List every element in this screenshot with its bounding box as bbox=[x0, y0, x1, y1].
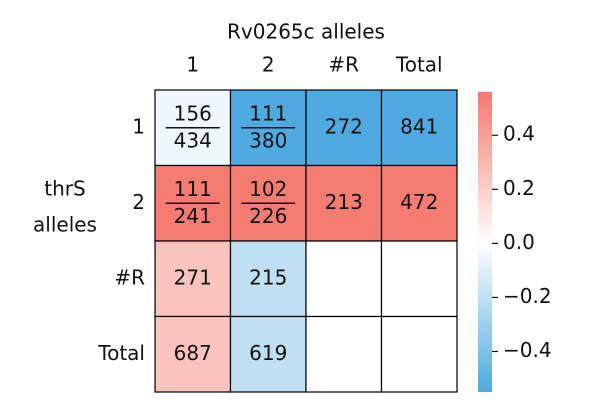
cell-numerator: 156 bbox=[174, 101, 212, 125]
cell-label: 215 bbox=[249, 265, 287, 289]
heatmap-cell bbox=[229, 315, 307, 393]
heatmap-cell bbox=[380, 315, 458, 393]
heatmap-cell bbox=[305, 89, 383, 167]
cell-denominator: 241 bbox=[174, 204, 212, 228]
cell-numerator: 102 bbox=[249, 177, 287, 201]
cell-numerator: 111 bbox=[249, 101, 287, 125]
colorbar-tick-label: 0.4 bbox=[503, 122, 535, 146]
cell-numerator: 111 bbox=[174, 177, 212, 201]
row-label: 1 bbox=[132, 114, 145, 138]
cell-label: 841 bbox=[400, 114, 438, 138]
cell-denominator: 434 bbox=[174, 128, 212, 152]
heatmap-cell bbox=[229, 240, 307, 318]
cell-denominator: 226 bbox=[249, 204, 287, 228]
colorbar-tick-label: 0.0 bbox=[503, 230, 535, 254]
column-label: Total bbox=[395, 53, 443, 77]
cell-label: 213 bbox=[325, 190, 363, 214]
colorbar-tick-label: −0.2 bbox=[503, 284, 552, 308]
colorbar bbox=[478, 92, 492, 392]
column-label: 1 bbox=[186, 53, 199, 77]
x-axis-label: Rv0265c alleles bbox=[227, 20, 385, 44]
column-label: 2 bbox=[262, 53, 275, 77]
heatmap-cell bbox=[380, 240, 458, 318]
row-label: Total bbox=[97, 341, 145, 365]
cell-label: 687 bbox=[174, 341, 212, 365]
heatmap-cell bbox=[154, 240, 232, 318]
heatmap-cell bbox=[305, 315, 383, 393]
y-axis-label: thrS bbox=[44, 177, 85, 201]
y-axis-label: alleles bbox=[33, 213, 97, 237]
colorbar-tick-label: −0.4 bbox=[503, 338, 552, 362]
row-label: 2 bbox=[132, 190, 145, 214]
cell-label: 272 bbox=[325, 114, 363, 138]
heatmap-cell bbox=[380, 164, 458, 242]
cell-denominator: 380 bbox=[249, 128, 287, 152]
cell-label: 619 bbox=[249, 341, 287, 365]
heatmap-cell bbox=[305, 240, 383, 318]
heatmap-cell bbox=[154, 315, 232, 393]
column-label: #R bbox=[328, 53, 359, 77]
row-label: #R bbox=[114, 265, 145, 289]
cell-label: 472 bbox=[400, 190, 438, 214]
colorbar-tick-label: 0.2 bbox=[503, 176, 535, 200]
cell-label: 271 bbox=[174, 265, 212, 289]
heatmap-cell bbox=[380, 89, 458, 167]
